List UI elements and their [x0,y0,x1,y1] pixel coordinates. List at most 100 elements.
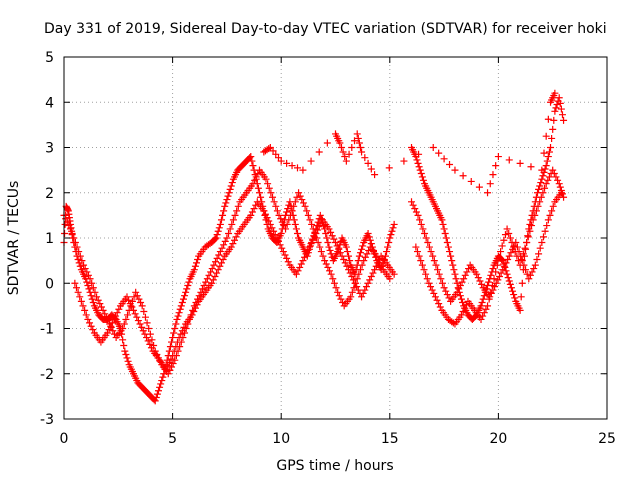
data-point-interp [218,244,226,252]
data-point-interp [278,244,286,252]
data-point-interp [122,315,130,323]
data-point [169,334,177,342]
data-point-interp [492,268,500,276]
data-point [136,320,144,328]
data-point [560,116,568,124]
data-point-interp [441,229,449,237]
data-point-interp [68,229,76,237]
data-point-interp [112,312,120,320]
data-point [390,220,398,228]
data-point-interp [539,189,547,197]
data-point-interp [322,229,330,237]
data-point-interp [427,283,435,291]
data-point-interp [252,201,260,209]
data-point-interp [521,244,529,252]
data-point [421,229,429,237]
data-point-interp [304,246,312,254]
data-point-interp [356,266,364,274]
data-point [531,261,539,269]
data-point [321,257,329,265]
data-point-interp [165,358,173,366]
data-point-interp [272,202,280,210]
data-point [316,211,324,219]
data-point-interp [293,164,301,172]
data-point-interp [552,173,560,181]
data-point [171,356,179,364]
data-point-interp [545,173,553,181]
data-point-interp [102,313,110,321]
data-point-interp [191,262,199,270]
data-point-interp [164,362,172,370]
data-point-interp [553,101,561,109]
data-point-interp [480,309,488,317]
data-point [547,144,555,151]
data-point-interp [461,304,469,312]
data-point-interp [478,298,486,306]
data-point-interp [81,265,89,273]
data-point-interp [554,176,562,184]
data-point-interp [526,271,534,279]
data-point-interp [507,249,515,257]
data-point-interp [497,269,505,277]
data-point-interp [72,284,80,292]
data-point [390,270,398,278]
data-point [355,252,363,260]
data-point-interp [428,286,436,294]
data-point-interp [332,284,340,292]
data-point [551,107,559,115]
data-point-interp [339,148,347,156]
data-point-interp [327,228,335,236]
data-point-interp [174,312,182,320]
data-point-interp [88,295,96,303]
data-point-interp [71,239,79,247]
data-point-interp [296,263,304,271]
data-point-interp [372,262,380,270]
data-point [353,275,361,283]
data-point-interp [217,259,225,267]
data-point [492,279,500,287]
data-point [542,162,550,170]
data-point-interp [374,259,382,267]
y-tick-label: 2 [45,186,54,202]
data-point [425,279,433,287]
data-point-interp [302,250,310,258]
data-point [453,288,461,296]
data-point-interp [544,115,552,123]
data-point [132,288,140,296]
data-point [216,248,224,256]
data-point-interp [420,266,428,274]
data-point-interp [177,330,185,338]
data-point-interp [192,259,200,267]
x-tick-label: 0 [60,431,69,447]
data-point-interp [329,275,337,283]
data-point-interp [301,253,309,261]
data-point-interp [179,295,187,303]
data-point-interp [84,282,92,290]
data-point-interp [340,255,348,263]
data-point [529,216,537,224]
data-point [292,270,300,278]
data-point-interp [348,288,356,296]
data-point-interp [97,303,105,311]
data-point-interp [148,336,156,344]
data-point-interp [147,344,155,352]
data-point [327,270,335,278]
data-point [510,243,518,251]
data-point-interp [508,239,516,247]
data-point-interp [254,170,262,178]
data-point-interp [354,134,362,142]
data-point-interp [548,134,556,142]
data-point [255,189,263,197]
data-point-interp [205,271,213,279]
data-point-interp [317,219,325,227]
data-point-interp [388,227,396,235]
data-point [503,270,511,278]
data-point [275,211,283,219]
data-point [295,189,303,197]
data-point [525,275,533,283]
data-point-interp [335,245,343,253]
data-point-interp [485,278,493,286]
data-point-interp [104,317,112,325]
data-point-interp [526,220,534,228]
data-point-interp [467,177,475,185]
